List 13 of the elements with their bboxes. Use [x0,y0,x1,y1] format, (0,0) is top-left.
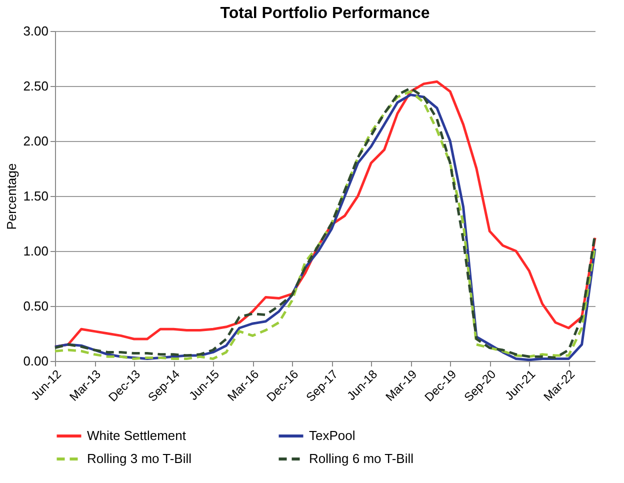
y-tick-label: 1.50 [23,188,48,204]
chart-title: Total Portfolio Performance [220,5,430,22]
y-tick-label: 2.50 [23,78,48,94]
legend-label: Rolling 3 mo T-Bill [87,451,192,466]
y-tick-label: 3.00 [23,24,48,38]
legend-label: White Settlement [87,428,186,443]
y-axis-title: Percentage [4,163,20,230]
legend-label: Rolling 6 mo T-Bill [309,451,414,466]
y-tick-label: 1.00 [23,244,48,258]
y-tick-label: 2.00 [23,134,48,148]
legend-label: TexPool [309,428,356,443]
y-tick-label: 0.00 [23,354,48,368]
y-tick-label: 0.50 [23,298,48,314]
